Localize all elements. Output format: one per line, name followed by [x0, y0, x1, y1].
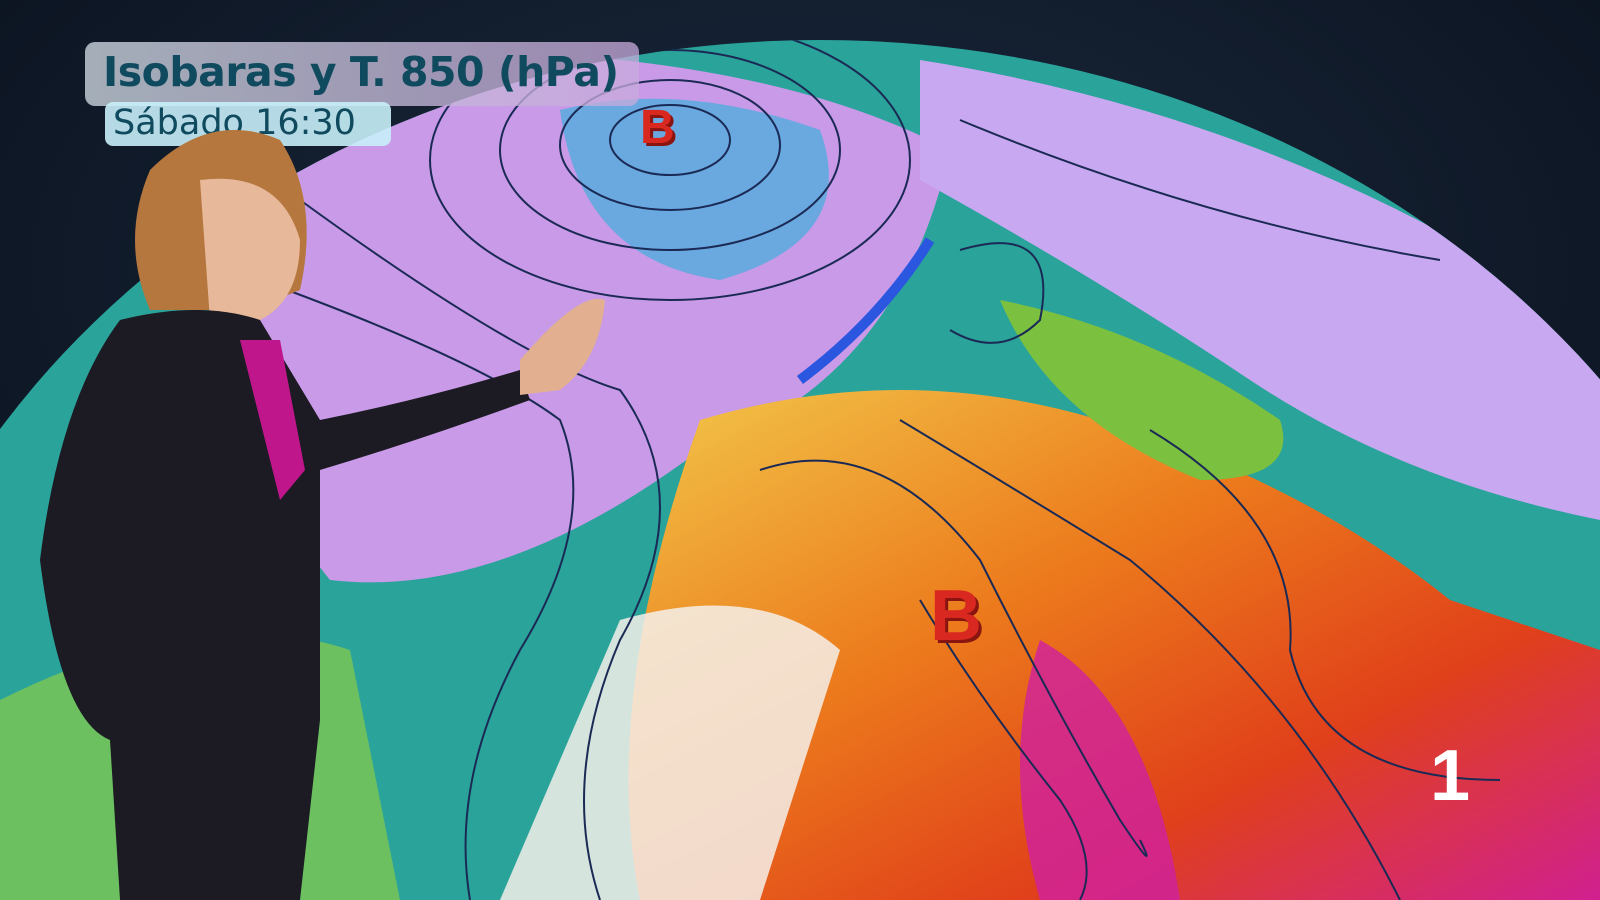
warm-air-mass [628, 390, 1600, 900]
channel-logo: 1 [1429, 736, 1470, 816]
isobars [259, 40, 1501, 900]
cold-air-mass-east [920, 60, 1600, 520]
low-pressure-label: B [640, 101, 675, 154]
cold-front [796, 237, 935, 384]
presenter-face [200, 178, 300, 320]
low-pressure-label: B [930, 576, 982, 656]
graphic-title: Isobaras y T. 850 (hPa) [103, 48, 619, 96]
presenter-hand [520, 298, 605, 395]
title-panel [85, 42, 639, 106]
presenter-jacket [40, 310, 530, 900]
